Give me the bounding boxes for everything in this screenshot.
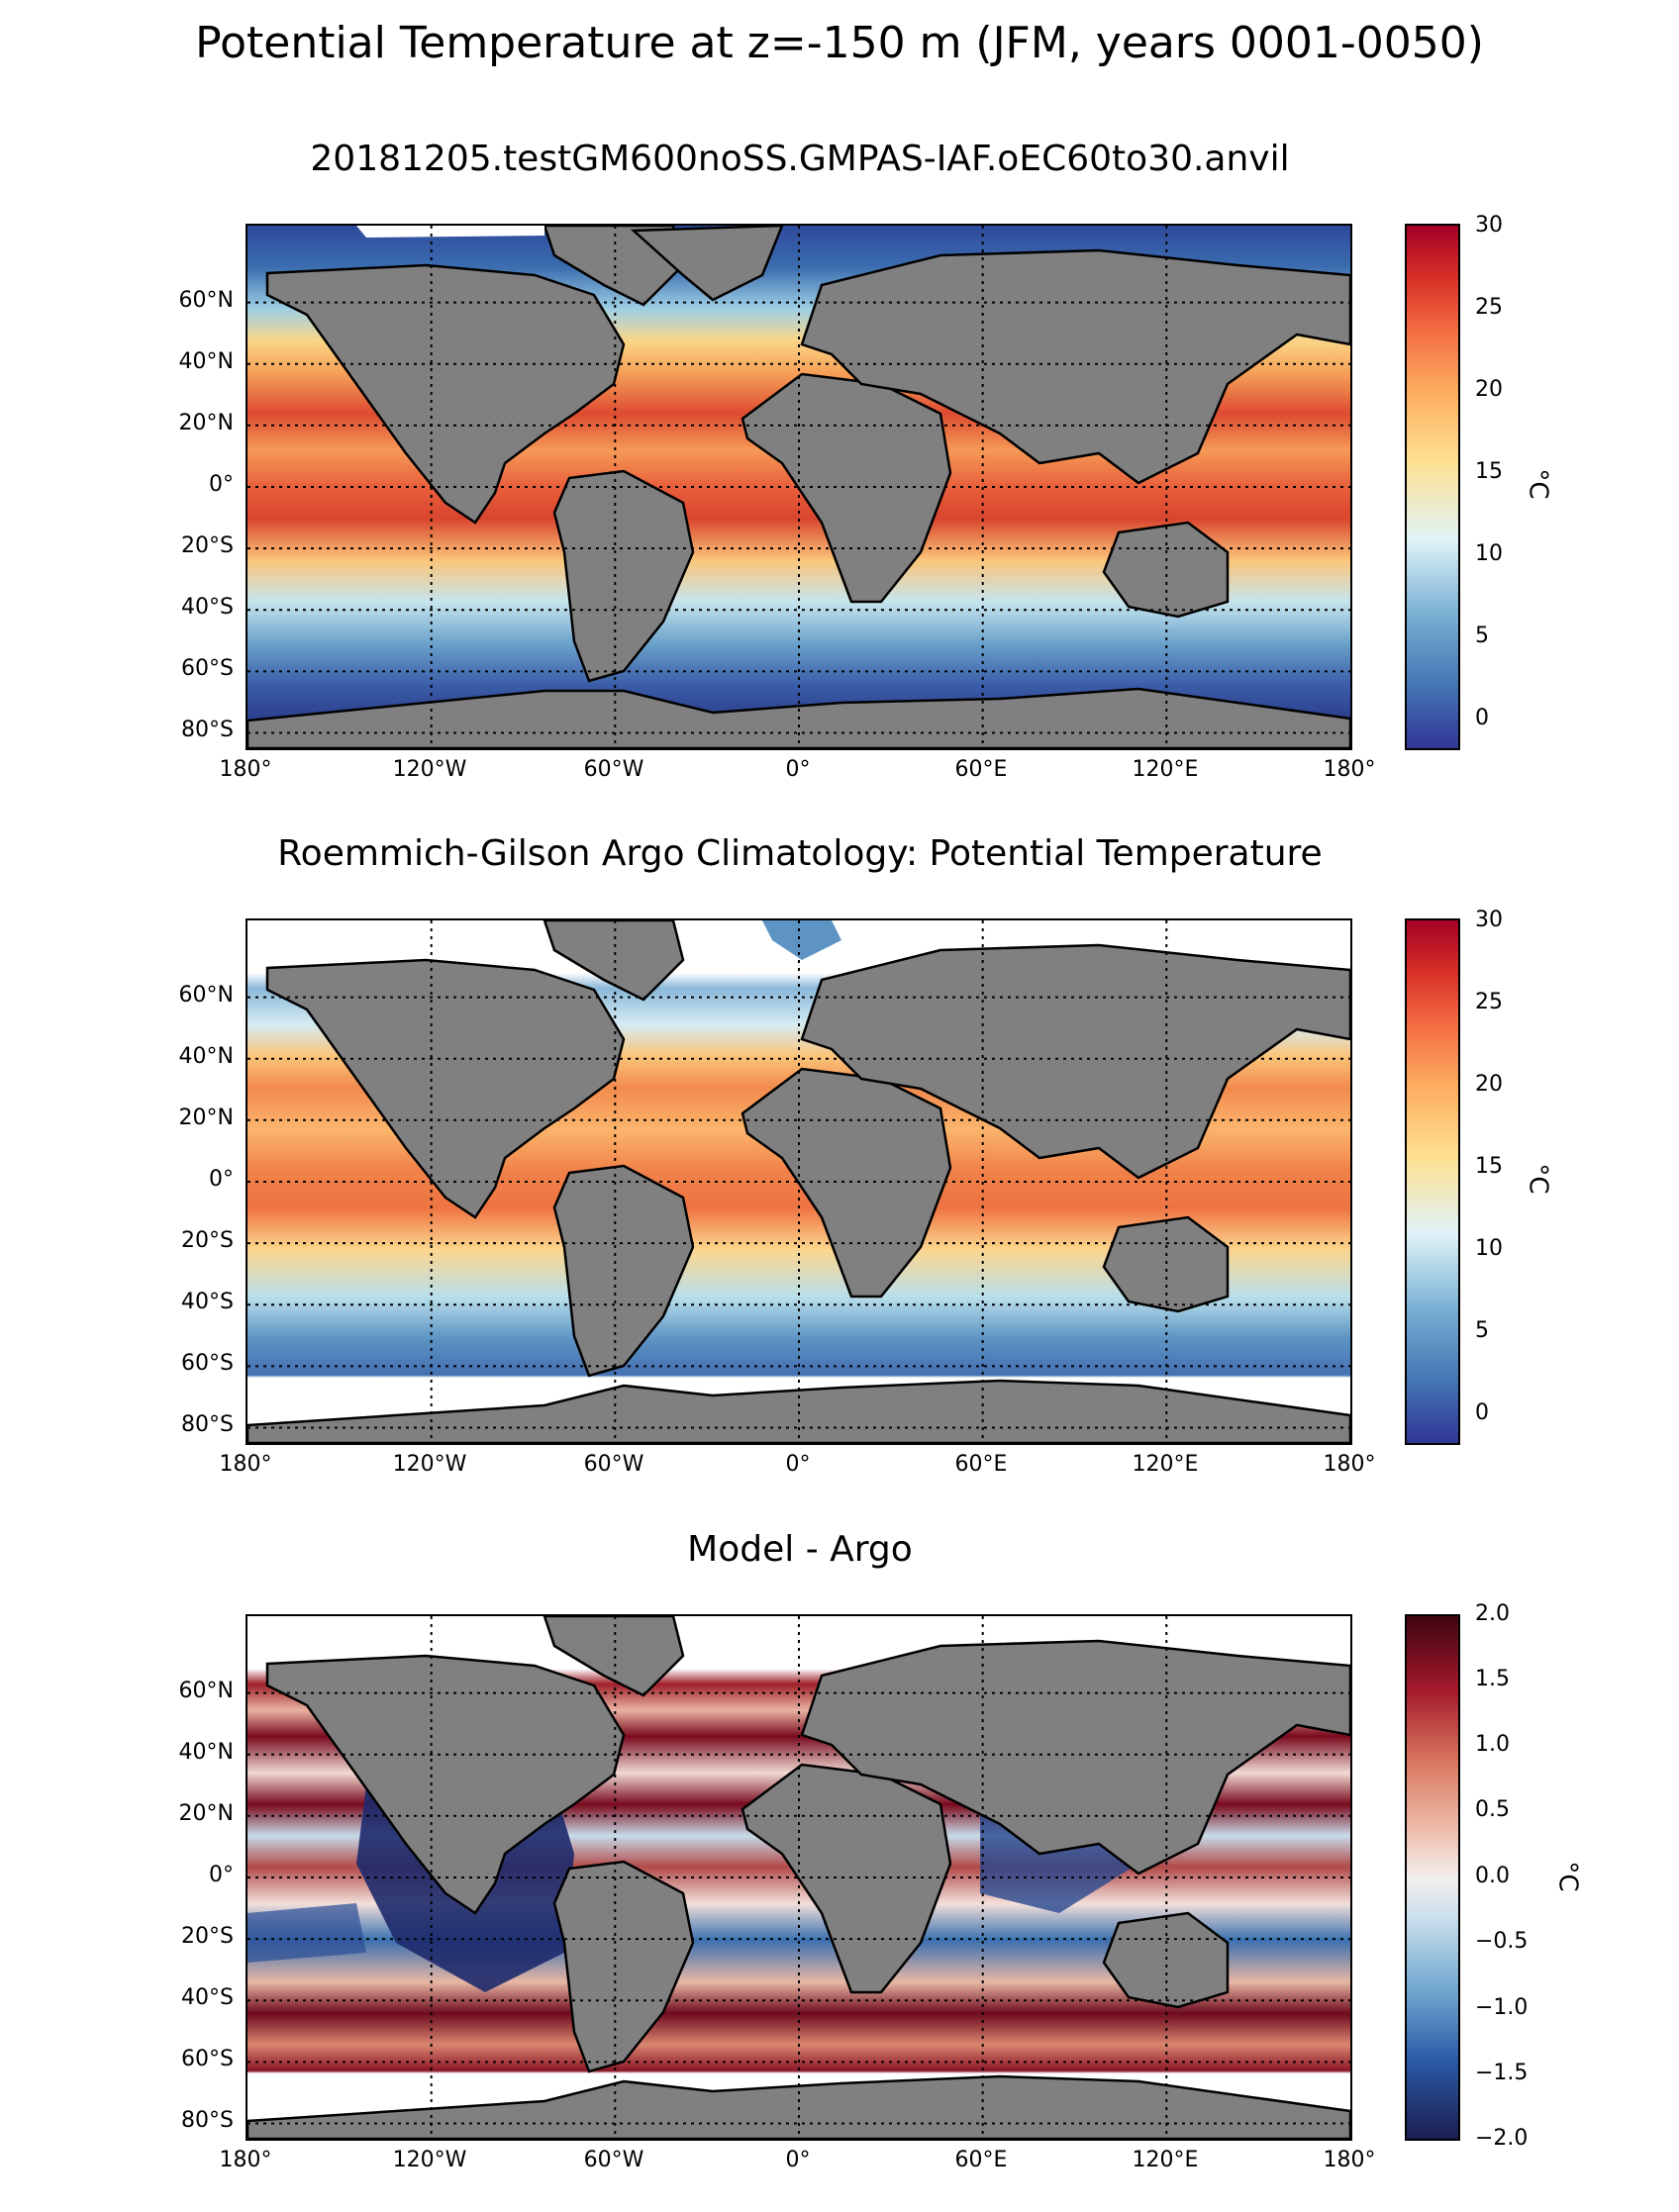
panel2-cbar-tick-20: 20 — [1475, 1072, 1503, 1097]
panel3-colorbar — [1405, 1614, 1460, 2141]
panel1-cbar-tick-0: 0 — [1475, 706, 1489, 730]
panel3-xtick-0: 0° — [785, 2148, 811, 2172]
panel1-ytick-60s: 60°S — [181, 656, 234, 681]
panel3-cbar-label: °C — [1552, 1861, 1583, 1892]
panel3-cbar-tick-2: 2.0 — [1475, 1601, 1510, 1626]
panel3-map — [246, 1614, 1352, 2141]
panel2-cbar-tick-10: 10 — [1475, 1236, 1503, 1261]
panel3-cbar-tick-n2: −2.0 — [1475, 2126, 1529, 2151]
panel2-cbar-label: °C — [1523, 1163, 1553, 1195]
panel1-cbar-label: °C — [1523, 468, 1553, 500]
panel2-xtick-60e: 60°E — [954, 1452, 1008, 1477]
panel1-ytick-0: 0° — [209, 472, 234, 497]
panel3-xtick-180e: 180° — [1323, 2148, 1376, 2172]
panel1-map-svg — [247, 226, 1350, 748]
panel3-title: Model - Argo — [687, 1529, 913, 1570]
panel1-title: 20181205.testGM600noSS.GMPAS-IAF.oEC60to… — [310, 139, 1290, 179]
panel2-ytick-20s: 20°S — [181, 1228, 234, 1253]
panel2-ytick-20n: 20°N — [178, 1106, 234, 1130]
panel2-ytick-40s: 40°S — [181, 1290, 234, 1314]
panel2-cbar-tick-5: 5 — [1475, 1318, 1489, 1343]
panel3-cbar-tick-15: 1.5 — [1475, 1667, 1510, 1691]
panel2-title: Roemmich-Gilson Argo Climatology: Potent… — [277, 833, 1323, 874]
panel2-xtick-180w: 180° — [219, 1452, 272, 1477]
panel3-cbar-tick-n1: −1.0 — [1475, 1995, 1529, 2020]
panel2-map-svg — [247, 920, 1350, 1443]
panel1-ytick-20n: 20°N — [178, 411, 234, 435]
panel3-ytick-80s: 80°S — [181, 2108, 234, 2133]
panel2-cbar-tick-30: 30 — [1475, 908, 1503, 932]
figure-suptitle: Potential Temperature at z=-150 m (JFM, … — [195, 18, 1484, 68]
panel2-xtick-60w: 60°W — [583, 1452, 644, 1477]
panel3-xtick-60w: 60°W — [583, 2148, 644, 2172]
panel3-ytick-40n: 40°N — [178, 1740, 234, 1765]
panel3-cbar-tick-1: 1.0 — [1475, 1732, 1510, 1757]
panel1-ytick-40n: 40°N — [178, 349, 234, 374]
panel3-xtick-180w: 180° — [219, 2148, 272, 2172]
panel2-ytick-0: 0° — [209, 1167, 234, 1192]
panel3-ytick-60n: 60°N — [178, 1679, 234, 1703]
panel1-xtick-180e: 180° — [1323, 757, 1376, 782]
panel1-xtick-120e: 120°E — [1132, 757, 1199, 782]
panel2-xtick-180e: 180° — [1323, 1452, 1376, 1477]
panel3-cbar-tick-05: 0.5 — [1475, 1797, 1510, 1822]
panel2-map — [246, 918, 1352, 1445]
panel1-map — [246, 224, 1352, 750]
panel1-ytick-40s: 40°S — [181, 595, 234, 620]
panel1-cbar-tick-10: 10 — [1475, 541, 1503, 566]
panel3-map-svg — [247, 1616, 1350, 2139]
panel1-colorbar — [1405, 224, 1460, 750]
panel3-ytick-40s: 40°S — [181, 1985, 234, 2010]
panel1-ytick-80s: 80°S — [181, 718, 234, 742]
panel3-ytick-0: 0° — [209, 1863, 234, 1887]
panel1-ytick-20s: 20°S — [181, 533, 234, 558]
panel3-xtick-60e: 60°E — [954, 2148, 1008, 2172]
panel2-xtick-120w: 120°W — [392, 1452, 467, 1477]
panel2-ytick-60s: 60°S — [181, 1351, 234, 1376]
panel1-xtick-180w: 180° — [219, 757, 272, 782]
panel2-ytick-40n: 40°N — [178, 1044, 234, 1069]
panel2-xtick-120e: 120°E — [1132, 1452, 1199, 1477]
panel1-cbar-tick-5: 5 — [1475, 624, 1489, 648]
panel3-cbar-tick-0: 0.0 — [1475, 1864, 1510, 1888]
panel1-xtick-120w: 120°W — [392, 757, 467, 782]
panel1-xtick-60e: 60°E — [954, 757, 1008, 782]
panel3-cbar-tick-n05: −0.5 — [1475, 1929, 1529, 1954]
panel2-xtick-0: 0° — [785, 1452, 811, 1477]
panel2-colorbar — [1405, 918, 1460, 1445]
panel1-cbar-tick-25: 25 — [1475, 295, 1503, 320]
panel1-cbar-tick-30: 30 — [1475, 213, 1503, 238]
panel1-xtick-60w: 60°W — [583, 757, 644, 782]
panel1-cbar-tick-15: 15 — [1475, 459, 1503, 484]
panel1-cbar-tick-20: 20 — [1475, 377, 1503, 402]
panel2-cbar-tick-25: 25 — [1475, 990, 1503, 1014]
panel3-ytick-20n: 20°N — [178, 1801, 234, 1826]
panel2-ytick-60n: 60°N — [178, 983, 234, 1008]
panel1-xtick-0: 0° — [785, 757, 811, 782]
panel1-ytick-60n: 60°N — [178, 288, 234, 313]
panel2-ytick-80s: 80°S — [181, 1412, 234, 1437]
panel3-xtick-120e: 120°E — [1132, 2148, 1199, 2172]
panel3-cbar-tick-n15: −1.5 — [1475, 2061, 1529, 2085]
panel2-cbar-tick-0: 0 — [1475, 1400, 1489, 1425]
panel3-xtick-120w: 120°W — [392, 2148, 467, 2172]
panel3-ytick-60s: 60°S — [181, 2047, 234, 2071]
panel2-cbar-tick-15: 15 — [1475, 1154, 1503, 1179]
panel3-ytick-20s: 20°S — [181, 1924, 234, 1949]
